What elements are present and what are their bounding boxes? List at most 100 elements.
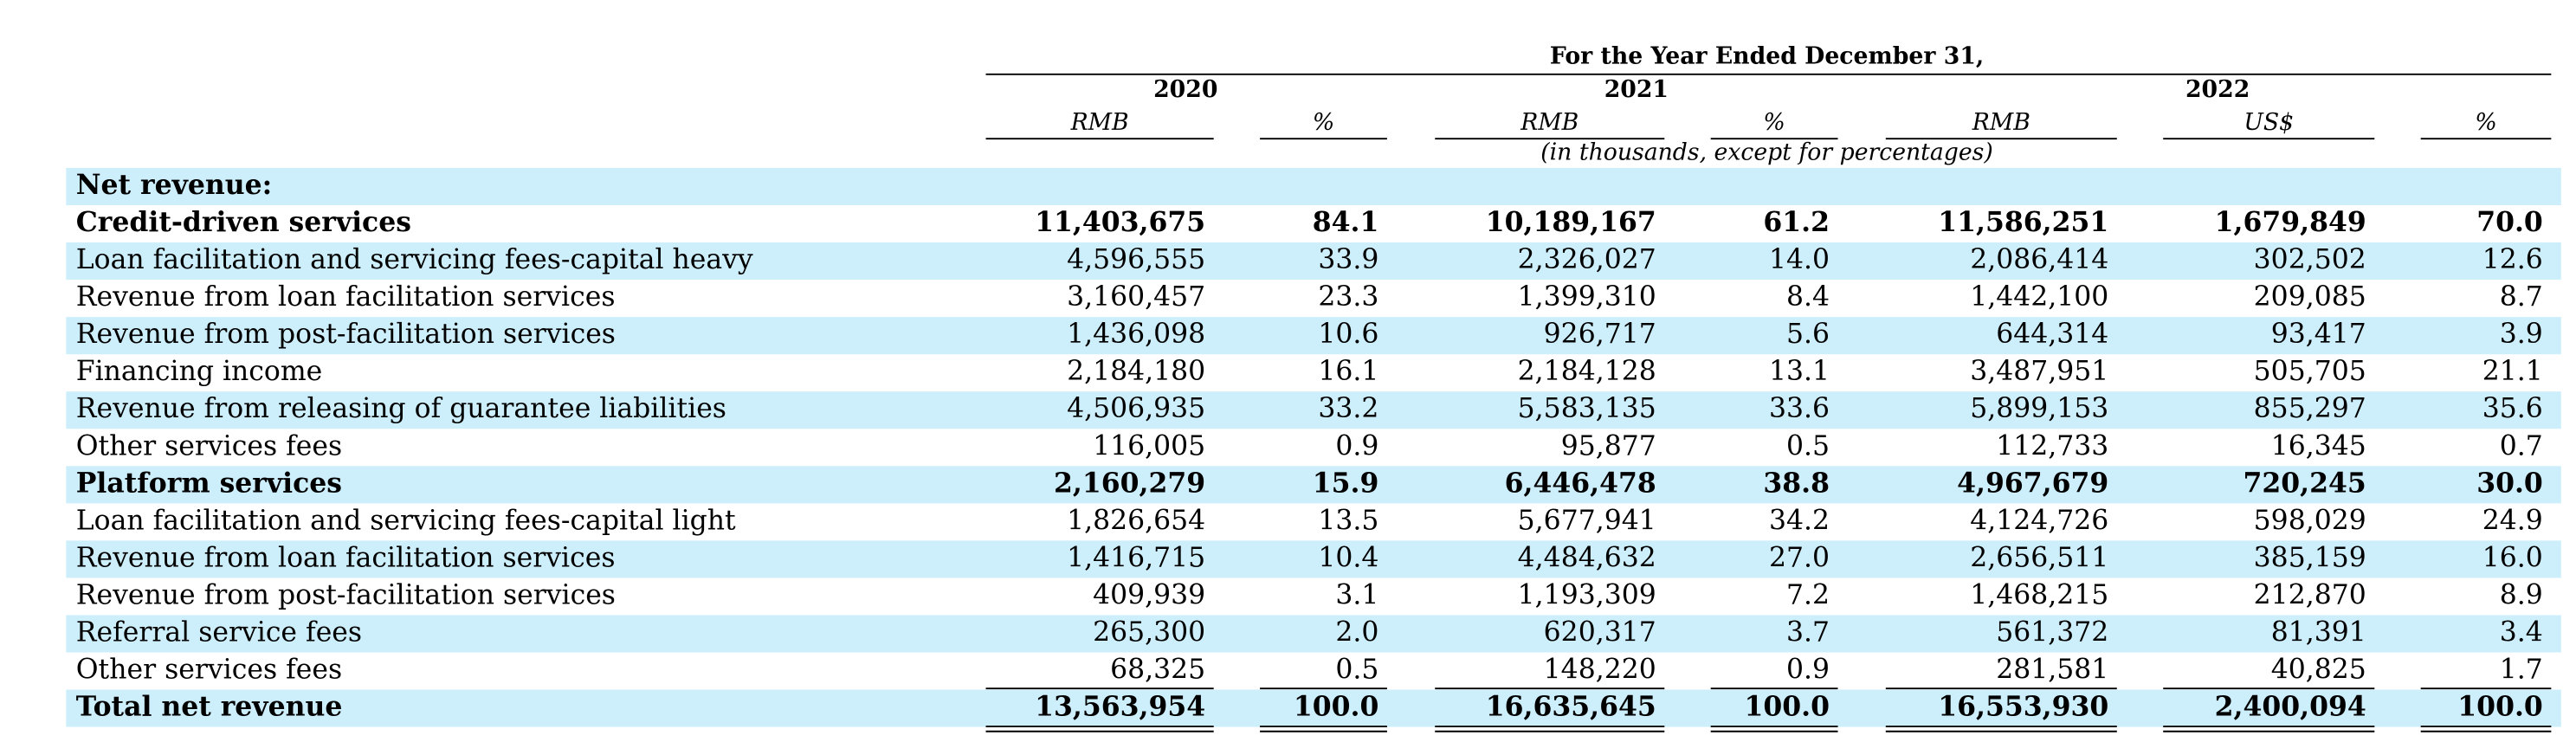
cell-value: 0.9 bbox=[1786, 655, 1830, 686]
cell-value: 8.9 bbox=[2500, 579, 2543, 610]
cell-value: 409,939 bbox=[1093, 579, 1205, 610]
cell-value: 16.0 bbox=[2482, 542, 2543, 573]
row-label: Revenue from loan facilitation services bbox=[76, 281, 616, 313]
cell-value: 35.6 bbox=[2482, 393, 2543, 424]
cell-value: 34.2 bbox=[1769, 505, 1830, 536]
cell-value: 4,484,632 bbox=[1518, 542, 1656, 573]
cell-value: 5,583,135 bbox=[1518, 393, 1656, 424]
row-label: Loan facilitation and servicing fees-cap… bbox=[76, 244, 753, 275]
cell-value: 84.1 bbox=[1313, 206, 1379, 238]
cell-value: 3,487,951 bbox=[1970, 356, 2108, 387]
cell-value: 33.9 bbox=[1318, 244, 1378, 275]
cell-value: 81,391 bbox=[2271, 616, 2366, 648]
cell-value: 4,967,679 bbox=[1957, 467, 2108, 499]
cell-value: 10,189,167 bbox=[1486, 206, 1656, 238]
column-subheader: % bbox=[1763, 109, 1785, 136]
cell-value: 8.4 bbox=[1786, 281, 1830, 313]
cell-value: 3.7 bbox=[1786, 616, 1830, 648]
cell-value: 70.0 bbox=[2476, 206, 2543, 238]
row-label: Loan facilitation and servicing fees-cap… bbox=[76, 505, 736, 536]
cell-value: 2,160,279 bbox=[1054, 467, 1205, 499]
cell-value: 0.9 bbox=[1335, 430, 1378, 461]
cell-value: 13.5 bbox=[1318, 505, 1378, 536]
period-header: For the Year Ended December 31, bbox=[1550, 43, 1984, 70]
cell-value: 265,300 bbox=[1093, 616, 1205, 648]
year-header: 2021 bbox=[1604, 76, 1669, 103]
cell-value: 385,159 bbox=[2254, 542, 2366, 573]
column-subheader: RMB bbox=[1972, 109, 2030, 136]
row-label: Net revenue: bbox=[76, 169, 272, 201]
cell-value: 5,677,941 bbox=[1518, 505, 1656, 536]
cell-value: 212,870 bbox=[2254, 579, 2366, 610]
cell-value: 2,086,414 bbox=[1970, 244, 2108, 275]
column-subheader: % bbox=[1313, 109, 1334, 136]
cell-value: 95,877 bbox=[1561, 430, 1656, 461]
cell-value: 3.1 bbox=[1335, 579, 1378, 610]
column-subheader: RMB bbox=[1520, 109, 1579, 136]
cell-value: 4,596,555 bbox=[1067, 244, 1205, 275]
cell-value: 100.0 bbox=[1294, 691, 1379, 723]
cell-value: 1,826,654 bbox=[1067, 505, 1205, 536]
row-label: Credit-driven services bbox=[76, 206, 411, 238]
column-subheader: RMB bbox=[1070, 109, 1129, 136]
cell-value: 16,345 bbox=[2271, 430, 2366, 461]
row-label: Total net revenue bbox=[76, 691, 343, 723]
cell-value: 1,416,715 bbox=[1067, 542, 1205, 573]
unit-note: (in thousands, except for percentages) bbox=[1540, 139, 1993, 165]
row-label: Revenue from post-facilitation services bbox=[76, 319, 616, 350]
cell-value: 10.6 bbox=[1318, 319, 1378, 350]
row-band bbox=[66, 391, 2561, 429]
cell-value: 0.5 bbox=[1786, 430, 1830, 461]
row-label: Revenue from releasing of guarantee liab… bbox=[76, 393, 726, 424]
cell-value: 281,581 bbox=[1996, 655, 2108, 686]
cell-value: 13,563,954 bbox=[1035, 691, 1205, 723]
row-label: Referral service fees bbox=[76, 616, 362, 648]
cell-value: 13.1 bbox=[1769, 356, 1830, 387]
cell-value: 302,502 bbox=[2254, 244, 2366, 275]
row-label: Other services fees bbox=[76, 430, 342, 461]
cell-value: 30.0 bbox=[2476, 467, 2543, 499]
cell-value: 33.2 bbox=[1318, 393, 1378, 424]
row-label: Revenue from loan facilitation services bbox=[76, 542, 616, 573]
year-header: 2022 bbox=[2185, 76, 2250, 103]
cell-value: 5.6 bbox=[1786, 319, 1830, 350]
cell-value: 1,436,098 bbox=[1067, 319, 1205, 350]
cell-value: 10.4 bbox=[1318, 542, 1378, 573]
cell-value: 16.1 bbox=[1318, 356, 1378, 387]
cell-value: 12.6 bbox=[2482, 244, 2543, 275]
cell-value: 93,417 bbox=[2271, 319, 2366, 350]
cell-value: 1.7 bbox=[2500, 655, 2543, 686]
cell-value: 2,656,511 bbox=[1970, 542, 2108, 573]
cell-value: 33.6 bbox=[1769, 393, 1830, 424]
row-band bbox=[66, 540, 2561, 578]
cell-value: 38.8 bbox=[1763, 467, 1830, 499]
cell-value: 8.7 bbox=[2500, 281, 2543, 313]
cell-value: 5,899,153 bbox=[1970, 393, 2108, 424]
cell-value: 16,553,930 bbox=[1938, 691, 2108, 723]
row-band bbox=[66, 689, 2561, 727]
cell-value: 1,468,215 bbox=[1970, 579, 2108, 610]
cell-value: 24.9 bbox=[2482, 505, 2543, 536]
cell-value: 2,184,128 bbox=[1518, 356, 1656, 387]
row-label: Financing income bbox=[76, 356, 323, 387]
cell-value: 61.2 bbox=[1763, 206, 1830, 238]
cell-value: 6,446,478 bbox=[1505, 467, 1656, 499]
cell-value: 2,184,180 bbox=[1067, 356, 1205, 387]
cell-value: 3.4 bbox=[2500, 616, 2543, 648]
cell-value: 11,586,251 bbox=[1938, 206, 2108, 238]
cell-value: 0.7 bbox=[2500, 430, 2543, 461]
cell-value: 2,326,027 bbox=[1518, 244, 1656, 275]
year-header: 2020 bbox=[1153, 76, 1217, 103]
cell-value: 1,399,310 bbox=[1518, 281, 1656, 313]
row-label: Revenue from post-facilitation services bbox=[76, 579, 616, 610]
cell-value: 620,317 bbox=[1544, 616, 1656, 648]
cell-value: 100.0 bbox=[1744, 691, 1829, 723]
row-label: Other services fees bbox=[76, 655, 342, 686]
cell-value: 16,635,645 bbox=[1486, 691, 1656, 723]
cell-value: 15.9 bbox=[1313, 467, 1379, 499]
row-band bbox=[66, 167, 2561, 206]
cell-value: 100.0 bbox=[2457, 691, 2543, 723]
cell-value: 2,400,094 bbox=[2215, 691, 2366, 723]
cell-value: 3,160,457 bbox=[1067, 281, 1205, 313]
